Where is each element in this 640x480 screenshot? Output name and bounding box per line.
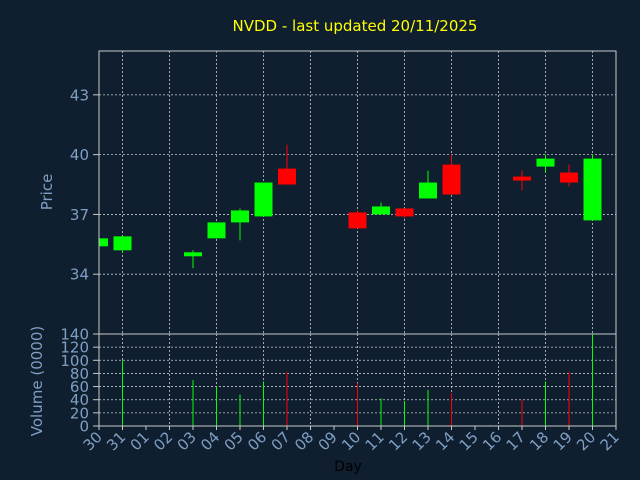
volume-panel-frame	[98, 333, 617, 427]
x-tick-label: 07	[268, 428, 294, 454]
volume-tick-label: 0	[79, 418, 89, 436]
x-tick-label: 01	[127, 428, 153, 454]
candle-body	[513, 176, 531, 181]
volume-tick-label: 80	[70, 365, 89, 383]
volume-tick-label: 20	[70, 404, 89, 422]
candle-body	[231, 210, 249, 223]
candle-05	[231, 208, 249, 241]
candle-30	[98, 238, 108, 247]
x-tick-label: 31	[103, 428, 129, 454]
x-tick-label: 05	[221, 428, 247, 454]
candle-body	[536, 158, 555, 167]
x-tick-label: 09	[315, 428, 341, 454]
x-tick-label: 16	[479, 428, 505, 454]
x-tick-label: 14	[432, 428, 458, 454]
candle-body	[372, 206, 390, 215]
candle-18	[536, 154, 555, 173]
x-tick-label: 06	[244, 428, 270, 454]
candle-03	[184, 250, 202, 269]
candle-20	[583, 154, 602, 221]
price-tick-label: 40	[70, 146, 89, 164]
candle-14	[442, 154, 461, 195]
candle-06	[254, 182, 273, 217]
x-tick-label: 04	[197, 428, 223, 454]
x-tick-label: 20	[573, 428, 599, 454]
x-ticks: 3031010203040506070809101112131415161718…	[80, 426, 623, 454]
x-tick-label: 03	[174, 428, 200, 454]
price-grid	[99, 51, 616, 334]
price-tick-label: 43	[70, 86, 89, 104]
x-tick-label: 11	[362, 428, 388, 454]
x-tick-label: 18	[526, 428, 552, 454]
candle-17	[513, 170, 531, 191]
x-tick-label: 17	[503, 428, 529, 454]
volume-tick-label: 40	[70, 391, 89, 409]
candle-19	[560, 164, 578, 187]
x-tick-label: 13	[409, 428, 435, 454]
candles	[98, 144, 602, 269]
x-tick-label: 15	[456, 428, 482, 454]
volume-bars	[122, 334, 593, 426]
candle-07	[278, 144, 296, 185]
candle-body	[207, 222, 226, 239]
x-tick-label: 12	[385, 428, 411, 454]
volume-tick-label: 140	[60, 326, 89, 344]
candle-04	[207, 222, 226, 239]
candle-body	[113, 236, 132, 251]
price-tick-label: 37	[70, 206, 89, 224]
candle-body	[583, 158, 602, 221]
candle-11	[372, 202, 390, 215]
volume-tick-label: 100	[60, 352, 89, 370]
x-axis-label: Day	[334, 459, 362, 475]
x-tick-label: 21	[597, 428, 623, 454]
candle-body	[560, 172, 578, 183]
candle-body	[395, 208, 414, 217]
candle-body	[99, 238, 108, 247]
x-tick-label: 10	[338, 428, 364, 454]
chart-title: NVDD - last updated 20/11/2025	[233, 17, 478, 35]
volume-axis-label: Volume (0000)	[28, 326, 46, 436]
candle-body	[184, 252, 202, 257]
candle-12	[395, 208, 414, 219]
price-tick-label: 34	[70, 266, 89, 284]
candle-body	[278, 168, 296, 185]
candle-10	[348, 210, 367, 229]
candle-body	[348, 212, 367, 229]
price-axis-label: Price	[38, 174, 56, 211]
candle-body	[442, 164, 461, 195]
candle-13	[419, 170, 437, 199]
volume-tick-label: 120	[60, 339, 89, 357]
volume-tick-label: 60	[70, 378, 89, 396]
x-tick-label: 02	[150, 428, 176, 454]
candle-31	[113, 236, 132, 253]
candle-body	[419, 182, 437, 199]
x-tick-label: 19	[550, 428, 576, 454]
price-y-ticks: 34 37 40 43	[70, 86, 99, 284]
x-tick-label: 08	[291, 428, 317, 454]
candle-body	[254, 182, 273, 217]
